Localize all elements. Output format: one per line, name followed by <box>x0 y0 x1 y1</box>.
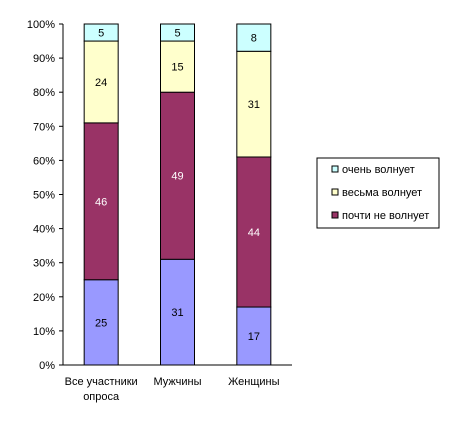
legend-swatch <box>331 165 339 173</box>
category-label: опроса <box>83 391 120 403</box>
data-label: 31 <box>248 99 260 111</box>
data-label: 44 <box>248 227 260 239</box>
legend-label: очень волнует <box>342 164 415 176</box>
legend-label: почти не волнует <box>342 210 429 222</box>
axis-layer: 0% 10% 20% 30% 40% 50% 60% 70% 80% 90% 100% Все уча… <box>27 19 292 403</box>
bar-segment <box>236 156 272 308</box>
bar-segment <box>236 306 272 366</box>
category-label: Все участники <box>65 376 138 388</box>
y-tick-label: 70% <box>33 121 55 133</box>
data-label: 5 <box>174 28 180 40</box>
bar-segment <box>83 279 119 366</box>
bar-segment <box>83 23 119 42</box>
bar-segment <box>160 91 195 260</box>
bar-segment <box>160 258 195 366</box>
labels-layer: 25 46 24 5 31 49 15 5 17 44 31 8 <box>95 28 260 343</box>
legend-swatch <box>331 188 339 196</box>
data-label: 17 <box>248 331 260 343</box>
bar-segment <box>236 50 272 158</box>
category-label: Женщины <box>228 376 279 388</box>
data-label: 31 <box>171 307 183 319</box>
bar-segment <box>160 40 195 93</box>
bar-segment <box>83 122 119 281</box>
data-label: 5 <box>98 28 104 40</box>
bar-segment <box>236 23 272 52</box>
y-tick-label: 40% <box>33 224 55 236</box>
y-tick-label: 0% <box>39 360 55 372</box>
y-tick-label: 100% <box>27 19 55 31</box>
bars-layer <box>83 23 272 366</box>
data-label: 24 <box>95 77 107 89</box>
y-tick-label: 50% <box>33 190 55 202</box>
data-label: 25 <box>95 317 107 329</box>
y-tick-label: 20% <box>33 292 55 304</box>
data-label: 8 <box>251 33 257 45</box>
y-tick-label: 10% <box>33 326 55 338</box>
y-tick-label: 90% <box>33 53 55 65</box>
y-tick-label: 60% <box>33 155 55 167</box>
bar-segment <box>160 23 195 42</box>
data-label: 15 <box>171 62 183 74</box>
y-tick-label: 30% <box>33 258 55 270</box>
legend: очень волнует весьма волнует почти не волн… <box>316 157 440 229</box>
data-label: 49 <box>171 171 183 183</box>
legend-swatch <box>331 211 339 219</box>
data-label: 46 <box>95 196 107 208</box>
y-tick-label: 80% <box>33 87 55 99</box>
legend-label: весьма волнует <box>342 187 422 199</box>
category-label: Мужчины <box>153 376 201 388</box>
